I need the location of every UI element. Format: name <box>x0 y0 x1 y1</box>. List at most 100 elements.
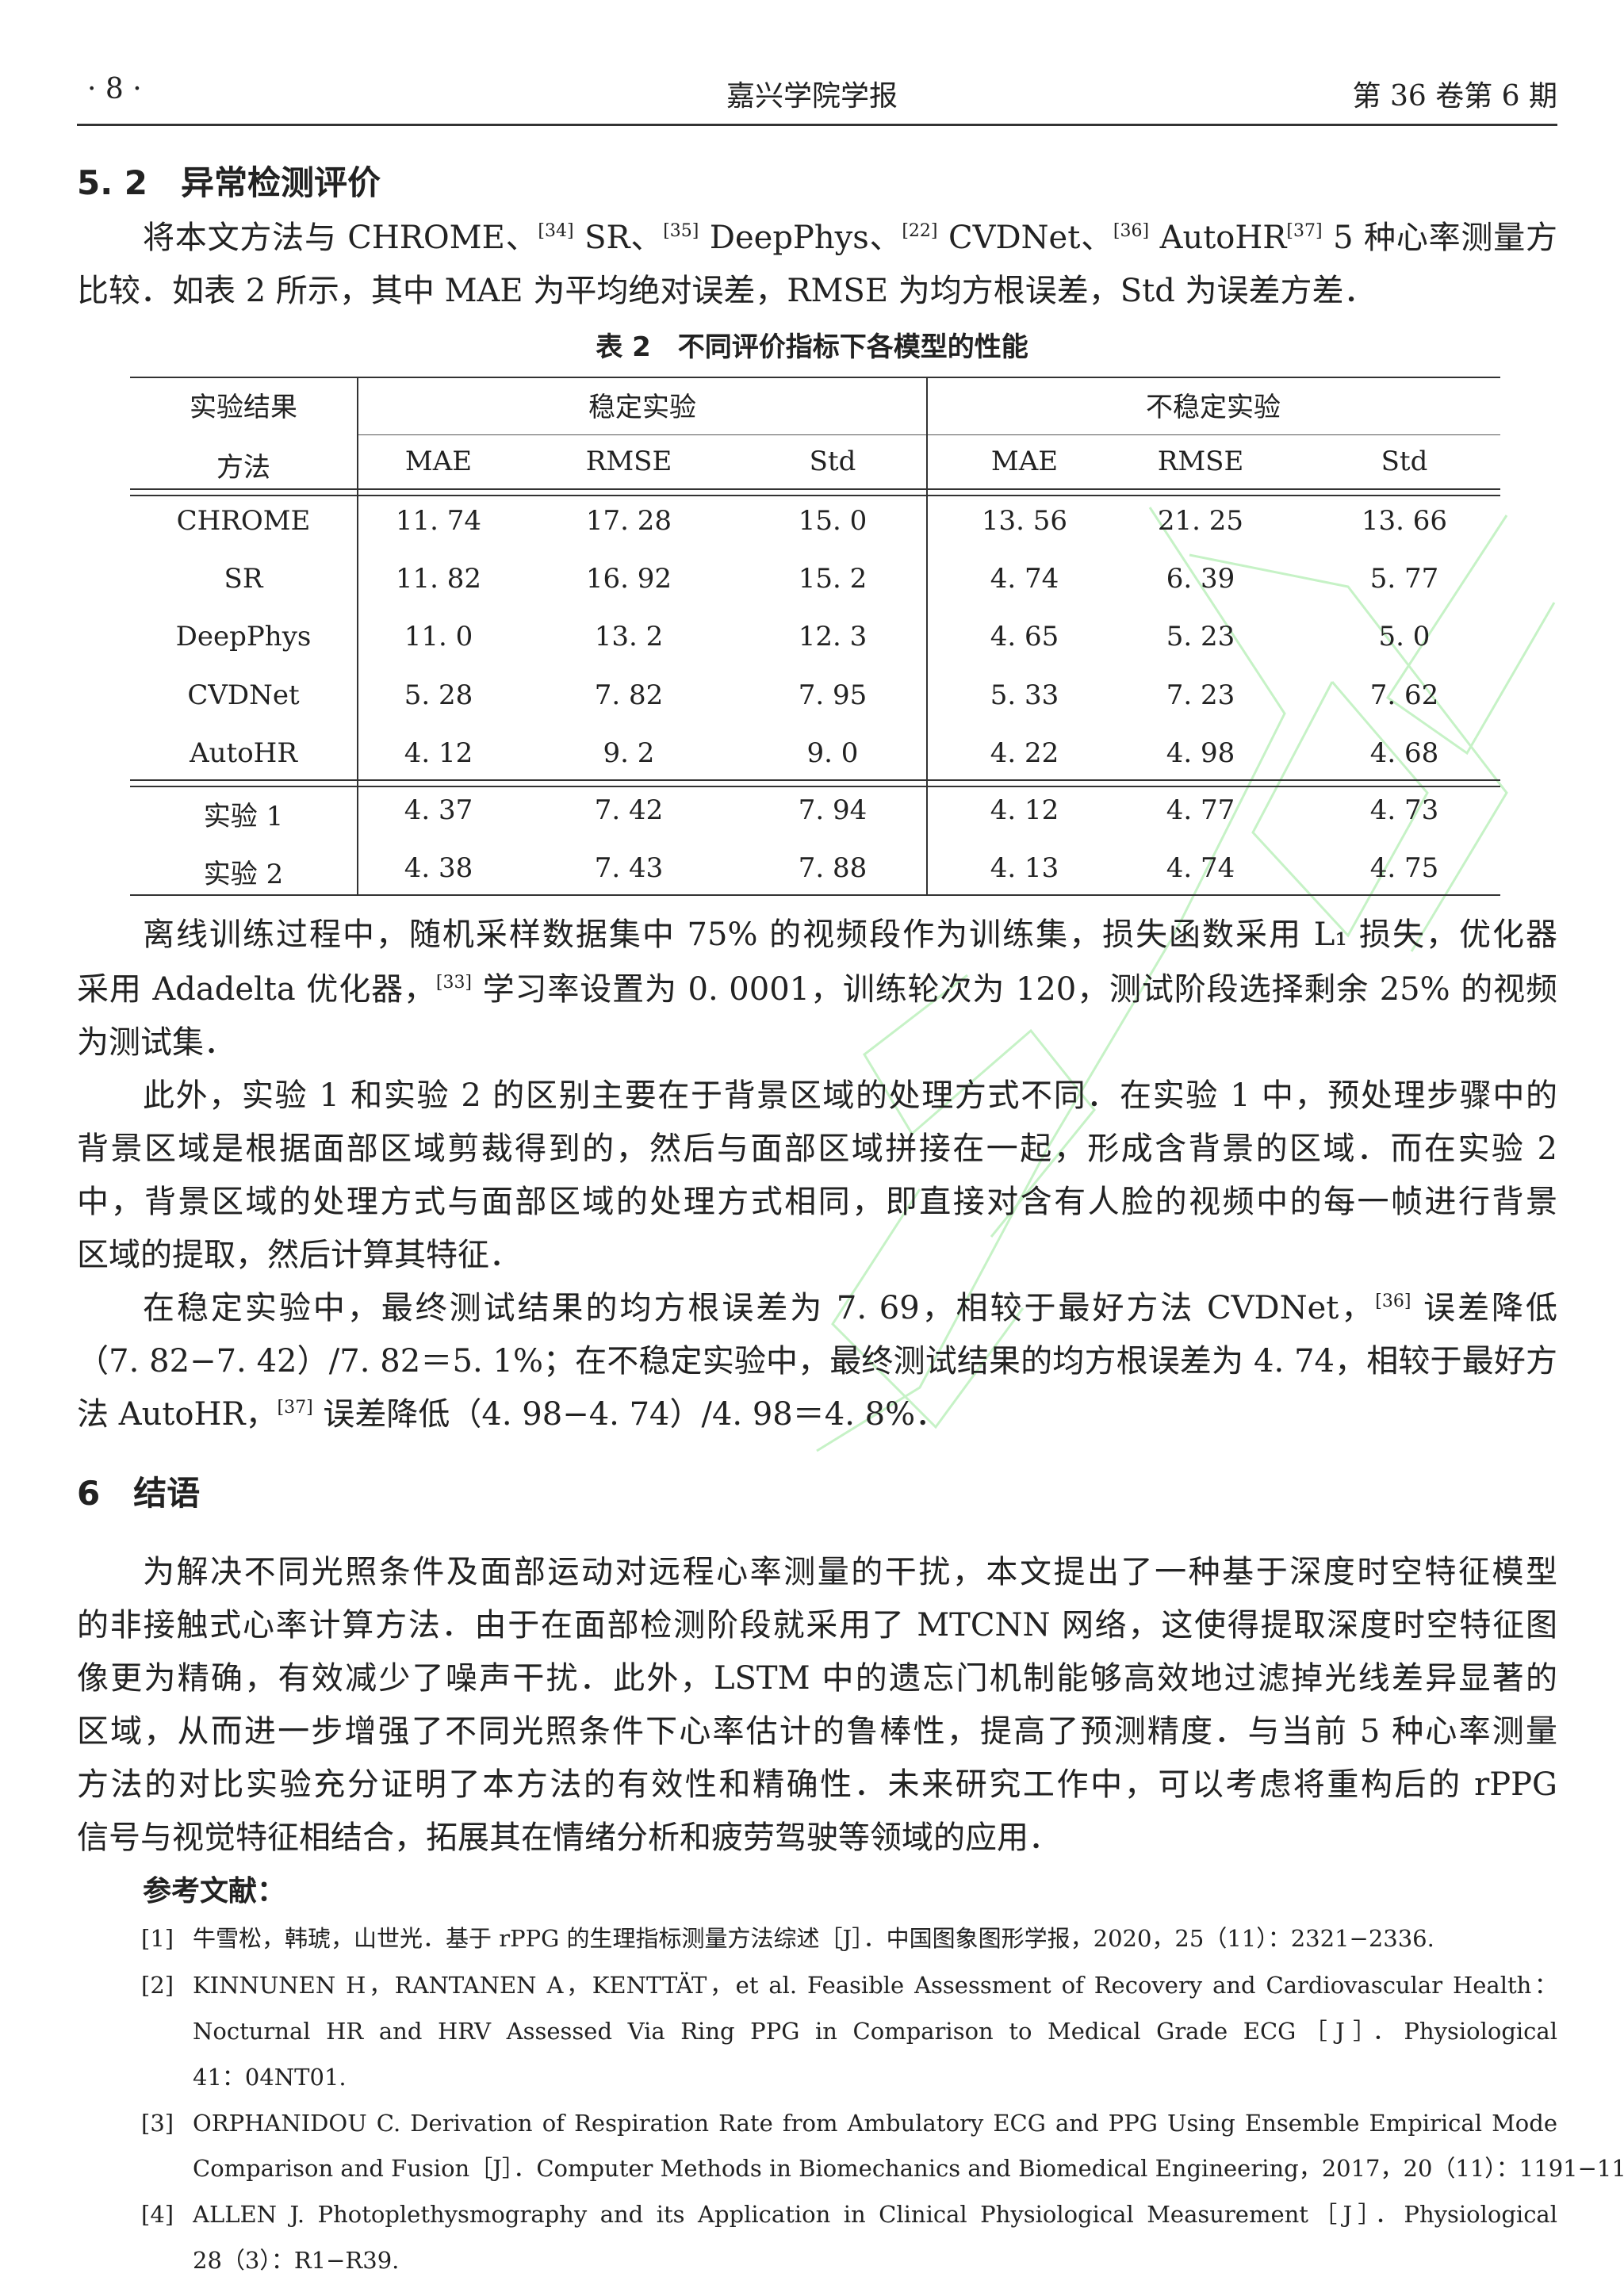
column-header: RMSE <box>1157 446 1244 477</box>
reference-line: ORPHANIDOU C. Derivation of Respiration … <box>193 2110 1557 2137</box>
table-rule <box>130 495 1500 496</box>
paragraph-line: （7. 82−7. 42）/7. 82＝5. 1%；在不稳定实验中，最终测试结果… <box>77 1343 1557 1380</box>
paragraph-line: 背景区域是根据面部区域剪裁得到的，然后与面部区域拼接在一起，形成含背景的区域．而… <box>77 1131 1557 1167</box>
paragraph-line: 区域，从而进一步增强了不同光照条件下心率估计的鲁棒性，提高了预测精度．与当前 5… <box>77 1713 1557 1750</box>
section-heading-6: 6 结语 <box>77 1474 201 1513</box>
reference-label: [2] <box>141 1972 174 1999</box>
table-cell: 5. 28 <box>404 679 473 711</box>
table-cell: 17. 28 <box>585 505 672 537</box>
table-cell: 4. 74 <box>1166 852 1235 884</box>
table-corner-bottom: 方法 <box>216 452 270 484</box>
reference-line: ALLEN J. Photoplethysmography and its Ap… <box>193 2201 1557 2228</box>
table-cell: 5. 33 <box>990 679 1059 711</box>
column-header: MAE <box>404 446 473 477</box>
column-header: MAE <box>990 446 1059 477</box>
paragraph-line: 比较．如表 2 所示，其中 MAE 为平均绝对误差，RMSE 为均方根误差，St… <box>77 273 1376 309</box>
table-cell: 5. 0 <box>1378 621 1431 652</box>
paragraph-line: 法 AutoHR，[37] 误差降低（4. 98−4. 74）/4. 98＝4.… <box>77 1396 948 1433</box>
table-cell: 7. 82 <box>594 679 664 711</box>
paragraph-line: 在稳定实验中，最终测试结果的均方根误差为 7. 69，相较于最好方法 CVDNe… <box>143 1290 1557 1326</box>
table-corner-top: 实验结果 <box>190 392 297 423</box>
table-cell: 4. 73 <box>1369 794 1439 826</box>
reference-label: [3] <box>141 2110 174 2137</box>
reference-line: 41：04NT01. <box>193 2064 347 2091</box>
reference-line: 牛雪松，韩琥，山世光．基于 rPPG 的生理指标测量方法综述［J］．中国图象图形… <box>193 1925 1434 1952</box>
header-rule <box>77 124 1557 126</box>
table-cell: 4. 65 <box>990 621 1059 652</box>
paragraph-line: 信号与视觉特征相结合，拓展其在情绪分析和疲劳驾驶等领域的应用． <box>77 1820 1060 1856</box>
table-cell: 4. 12 <box>990 794 1059 826</box>
citation: [36] <box>1113 221 1150 241</box>
citation: [34] <box>538 221 574 241</box>
citation: [37] <box>1286 221 1323 241</box>
group-header-stable: 稳定实验 <box>588 392 696 423</box>
paragraph-line: 此外，实验 1 和实验 2 的区别主要在于背景区域的处理方式不同．在实验 1 中… <box>143 1077 1557 1114</box>
row-method: AutoHR <box>190 737 297 769</box>
table-divider <box>926 377 928 896</box>
citation: [33] <box>435 973 473 993</box>
citation: [37] <box>277 1398 313 1418</box>
table-rule <box>358 434 1500 435</box>
table-cell: 4. 37 <box>404 794 473 826</box>
references-heading: 参考文献： <box>143 1875 286 1908</box>
table-cell: 15. 2 <box>798 563 868 595</box>
table-cell: 12. 3 <box>798 621 868 652</box>
table-cell: 13. 56 <box>981 505 1068 537</box>
table-cell: 7. 62 <box>1369 679 1439 711</box>
paragraph-line: 采用 Adadelta 优化器，[33] 学习率设置为 0. 0001，训练轮次… <box>77 971 1557 1008</box>
table-rule <box>130 377 1500 378</box>
table-cell: 5. 77 <box>1369 563 1439 595</box>
table-rule <box>130 779 1500 781</box>
table-cell: 4. 74 <box>990 563 1059 595</box>
paragraph-line: 像更为精确，有效减少了噪声干扰．此外，LSTM 中的遗忘门机制能够高效地过滤掉光… <box>77 1660 1557 1697</box>
table-cell: 4. 77 <box>1166 794 1235 826</box>
issue-info: 第 36 卷第 6 期 <box>1352 80 1558 113</box>
table-cell: 7. 88 <box>798 852 868 884</box>
column-header: Std <box>1381 446 1428 477</box>
table-cell: 13. 2 <box>594 621 664 652</box>
table-cell: 6. 39 <box>1166 563 1235 595</box>
group-header-unstable: 不稳定实验 <box>1146 392 1281 423</box>
table-cell: 7. 94 <box>798 794 868 826</box>
column-header: Std <box>809 446 856 477</box>
row-method: 实验 2 <box>203 859 284 890</box>
reference-label: [4] <box>141 2201 174 2228</box>
citation: [35] <box>663 221 699 241</box>
reference-line: Nocturnal HR and HRV Assessed Via Ring P… <box>193 2018 1557 2045</box>
table-cell: 16. 92 <box>585 563 672 595</box>
table-cell: 13. 66 <box>1361 505 1448 537</box>
paragraph-line: 的非接触式心率计算方法．由于在面部检测阶段就采用了 MTCNN 网络，这使得提取… <box>77 1607 1557 1644</box>
table-cell: 7. 42 <box>594 794 664 826</box>
paragraph-line: 区域的提取，然后计算其特征． <box>77 1237 521 1273</box>
table-cell: 4. 68 <box>1369 737 1439 769</box>
table-cell: 4. 22 <box>990 737 1059 769</box>
table-cell: 9. 2 <box>603 737 655 769</box>
paragraph-line: 方法的对比实验充分证明了本方法的有效性和精确性．未来研究工作中，可以考虑将重构后… <box>77 1766 1557 1803</box>
table-rule <box>130 894 1500 896</box>
table-cell: 7. 23 <box>1166 679 1235 711</box>
row-method: SR <box>224 563 263 595</box>
table-cell: 11. 74 <box>395 505 482 537</box>
table-caption: 表 2 不同评价指标下各模型的性能 <box>596 331 1028 363</box>
row-method: 实验 1 <box>203 801 284 832</box>
table-cell: 11. 82 <box>395 563 482 595</box>
table-cell: 5. 23 <box>1166 621 1235 652</box>
table-divider <box>357 377 358 896</box>
row-method: CVDNet <box>187 679 300 711</box>
table-cell: 7. 43 <box>594 852 664 884</box>
journal-title: 嘉兴学院学报 <box>726 80 898 113</box>
table-cell: 4. 98 <box>1166 737 1235 769</box>
table-cell: 11. 0 <box>404 621 473 652</box>
paragraph-line: 将本文方法与 CHROME、[34] SR、[35] DeepPhys、[22]… <box>143 220 1557 256</box>
paragraph-line: 中，背景区域的处理方式与面部区域的处理方式相同，即直接对含有人脸的视频中的每一帧… <box>77 1184 1557 1220</box>
table-cell: 4. 38 <box>404 852 473 884</box>
paragraph-line: 为测试集． <box>77 1024 236 1061</box>
row-method: DeepPhys <box>175 621 312 652</box>
table-cell: 7. 95 <box>798 679 868 711</box>
table-cell: 4. 12 <box>404 737 473 769</box>
table-cell: 15. 0 <box>798 505 868 537</box>
table-cell: 4. 13 <box>990 852 1059 884</box>
reference-line: Comparison and Fusion［J］．Computer Method… <box>193 2155 1624 2182</box>
table-cell: 9. 0 <box>806 737 859 769</box>
table-rule <box>130 786 1500 787</box>
